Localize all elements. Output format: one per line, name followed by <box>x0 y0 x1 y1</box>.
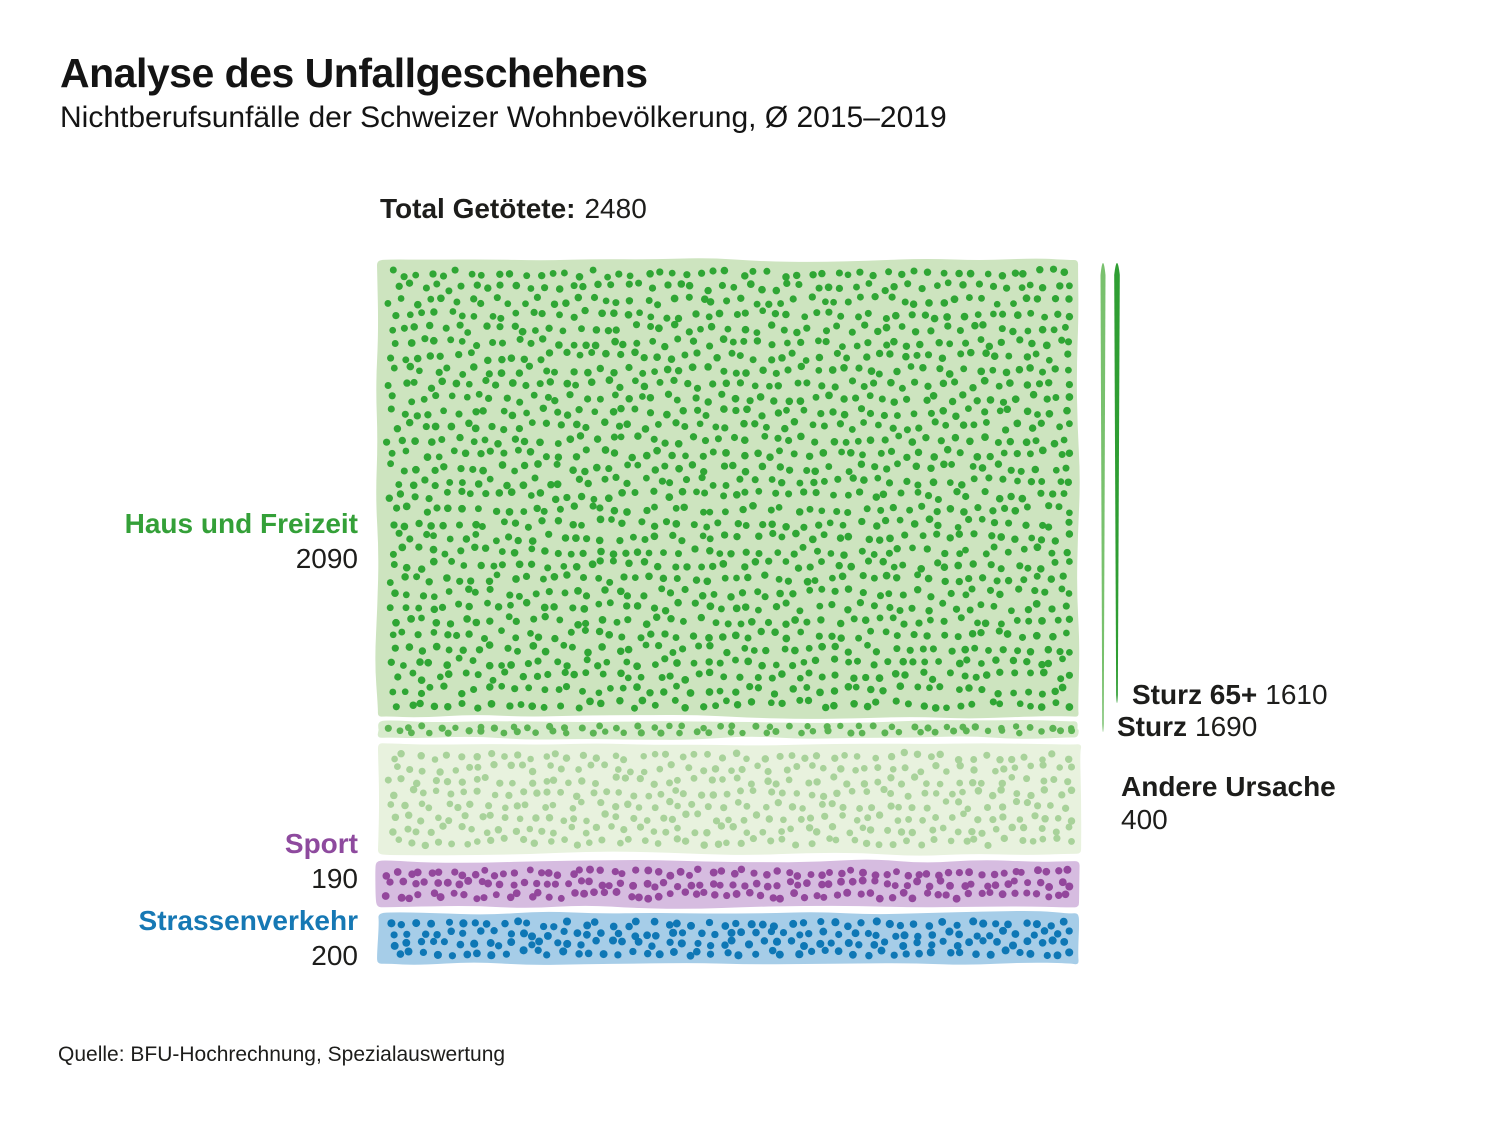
dot-block-sport <box>375 859 1080 909</box>
category-value-sport: 190 <box>311 863 358 894</box>
annotation-sturz-65plus-label: Sturz 65+ <box>1132 679 1258 710</box>
category-name-strassenverkehr: Strassenverkehr <box>138 905 358 936</box>
annotation-sturz-65plus: Sturz 65+ 1610 <box>1132 679 1328 711</box>
annotation-andere-ursache-value: 400 <box>1121 804 1168 835</box>
page-title: Analyse des Unfallgeschehens <box>60 50 648 96</box>
dot-block-sturz-uebrige <box>377 720 1079 740</box>
category-value-haus-und-freizeit: 2090 <box>295 543 358 574</box>
total-killed-value: 2480 <box>584 193 647 224</box>
annotation-sturz: Sturz 1690 <box>1117 711 1257 743</box>
category-label-haus-und-freizeit: Haus und Freizeit 2090 <box>60 506 358 576</box>
source-note: Quelle: BFU-Hochrechnung, Spezialauswert… <box>58 1043 506 1066</box>
category-name-sport: Sport <box>284 828 358 859</box>
annotation-sturz-65plus-value: 1610 <box>1265 679 1328 710</box>
dot-block-andere-ursache <box>377 743 1082 856</box>
bracket-line-sturz <box>1100 263 1106 732</box>
total-killed-label: Total Getötete: 2480 <box>380 193 647 225</box>
page-subtitle: Nichtberufsunfälle der Schweizer Wohnbev… <box>60 101 947 134</box>
annotation-sturz-label: Sturz <box>1117 711 1187 742</box>
category-value-strassenverkehr: 200 <box>311 940 358 971</box>
annotation-sturz-value: 1690 <box>1195 711 1258 742</box>
category-name-haus-und-freizeit: Haus und Freizeit <box>124 508 358 539</box>
bracket-line-sturz65 <box>1114 263 1120 703</box>
dot-block-sturz-65plus <box>375 258 1080 719</box>
dot-block-strassenverkehr <box>377 910 1080 965</box>
annotation-andere-ursache-label: Andere Ursache <box>1121 771 1336 802</box>
category-label-sport: Sport 190 <box>60 826 358 896</box>
annotation-andere-ursache: Andere Ursache 400 <box>1121 770 1336 836</box>
category-label-strassenverkehr: Strassenverkehr 200 <box>60 903 358 973</box>
total-killed-caption: Total Getötete: <box>380 193 576 224</box>
